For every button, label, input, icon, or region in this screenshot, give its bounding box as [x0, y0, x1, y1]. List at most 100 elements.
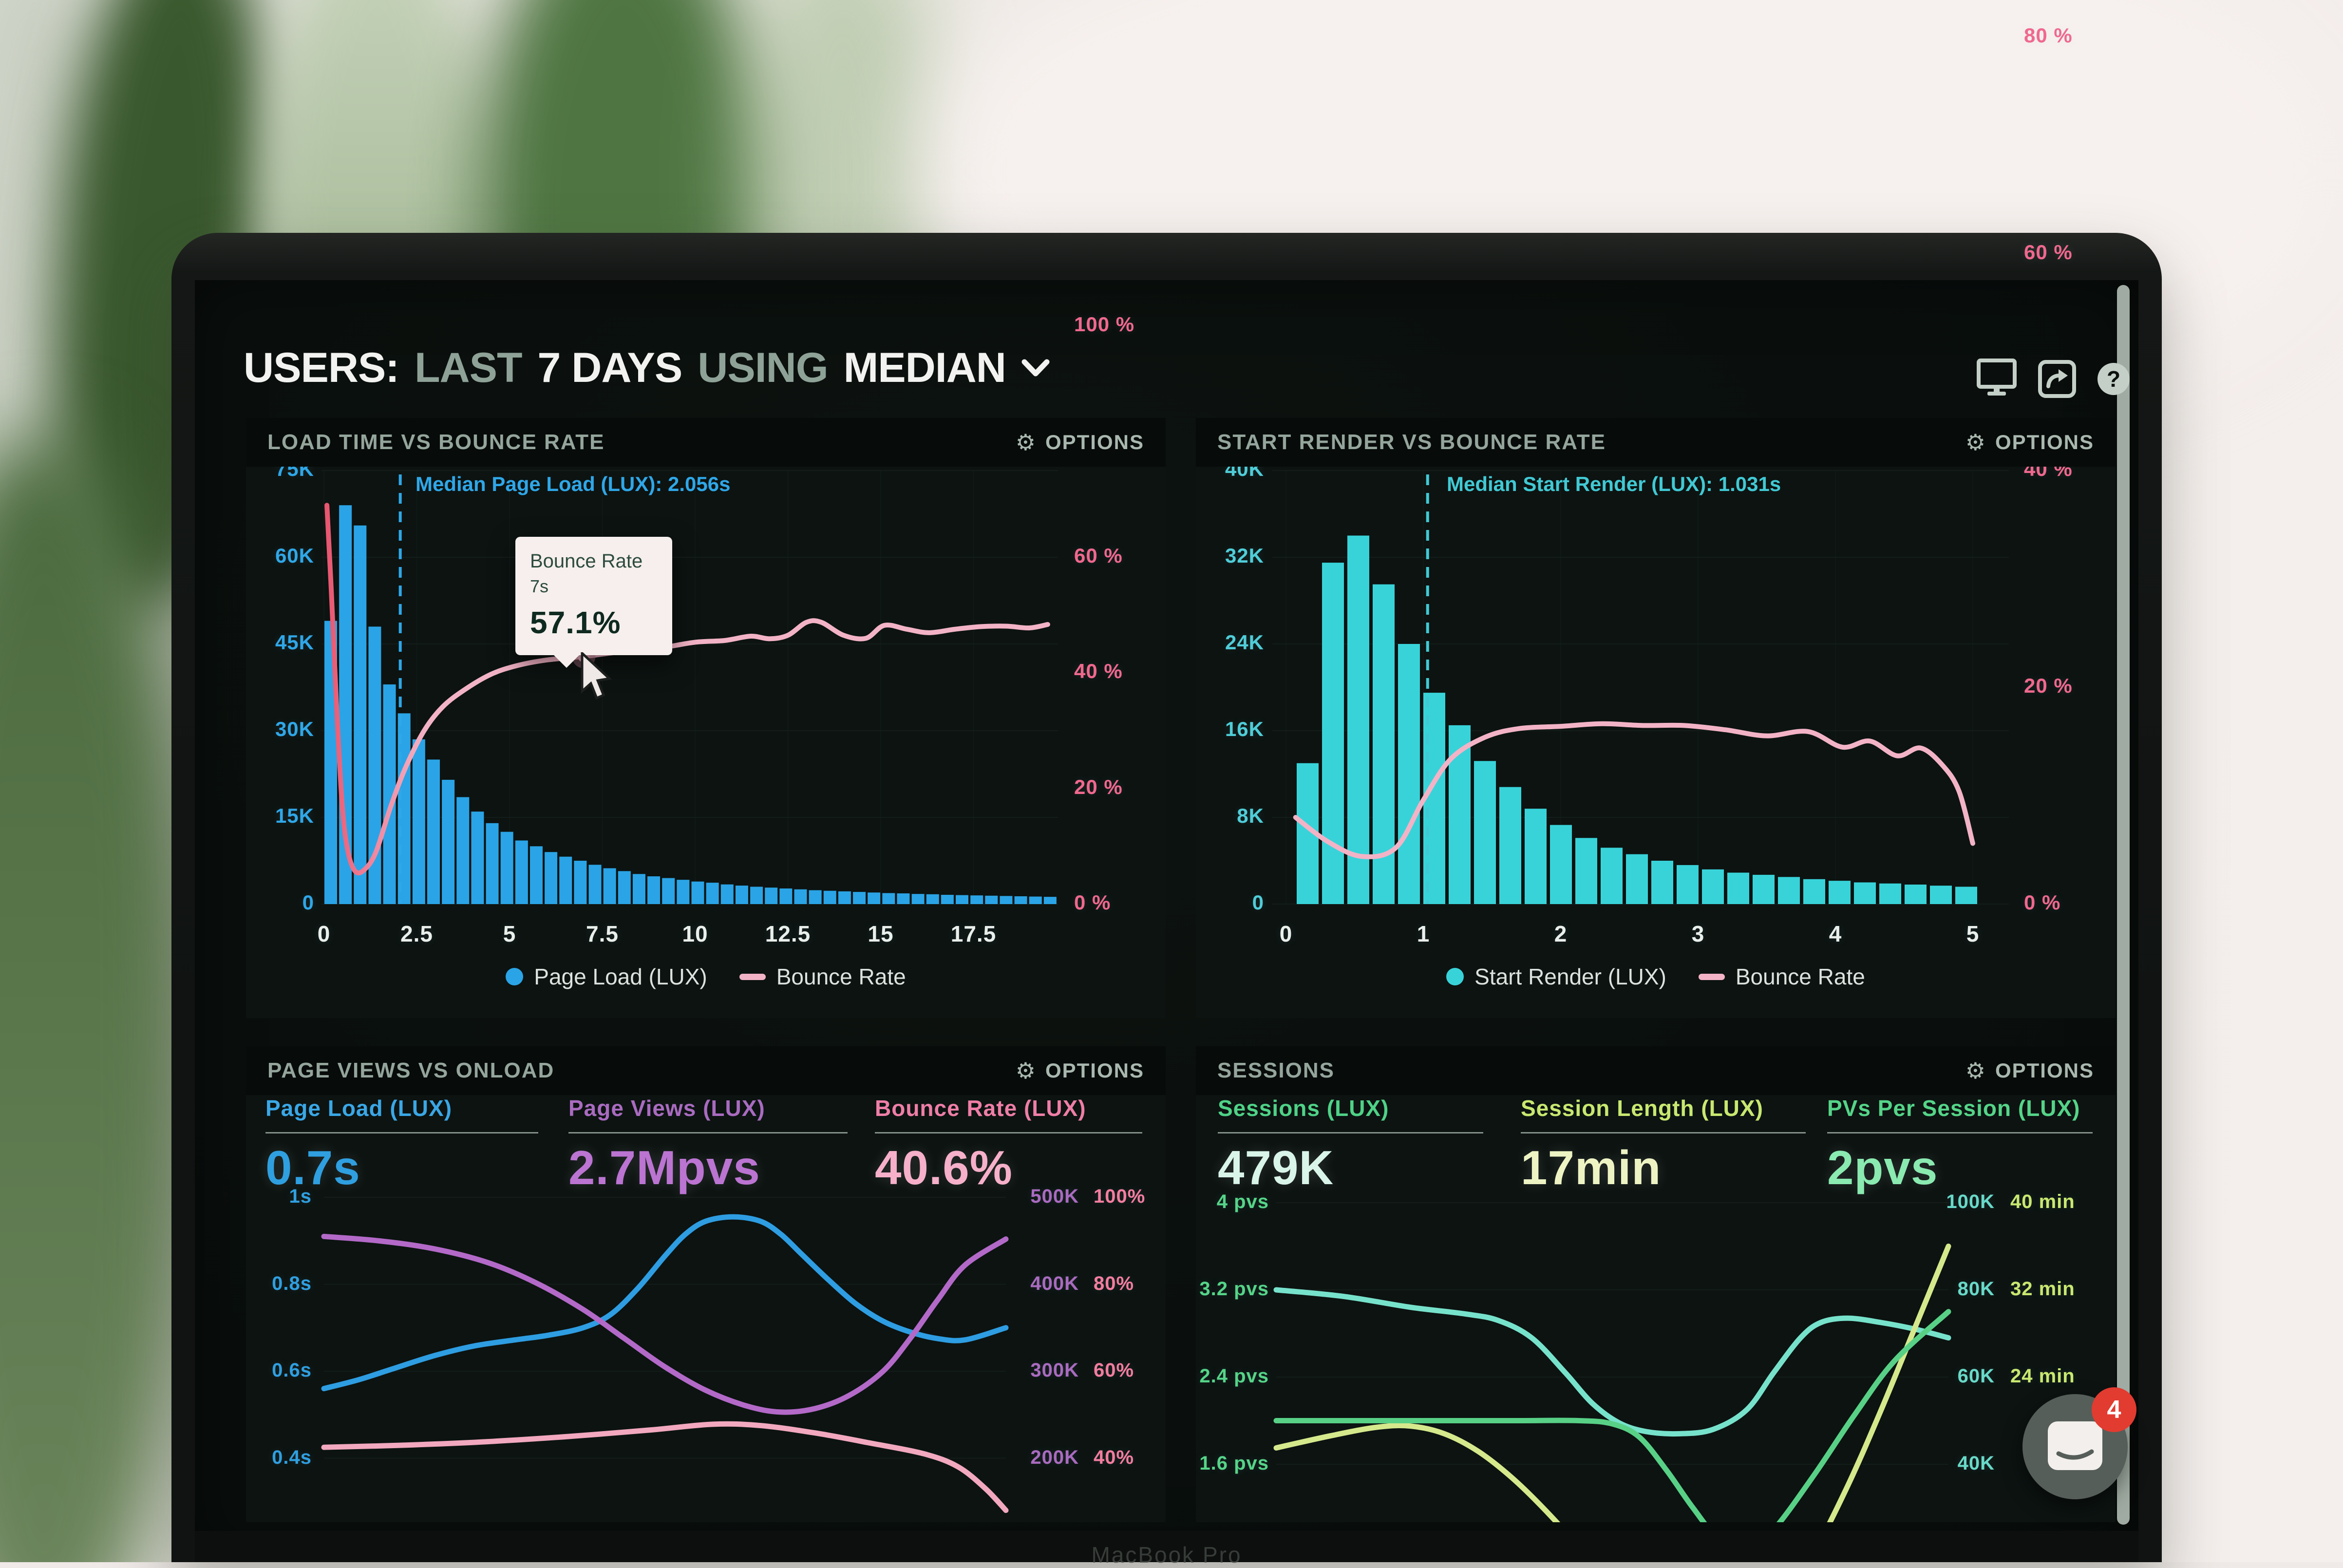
axis-label: 2.5	[400, 921, 433, 946]
axis-label: 32 min	[2010, 1278, 2075, 1300]
axis-label: 40 min	[2010, 1191, 2075, 1212]
axis-label: 20 %	[2024, 674, 2073, 697]
metric-page-load: Page Load (LUX) 0.7s	[265, 1095, 538, 1195]
axis-label: 80%	[1094, 1272, 1134, 1294]
legend-dot-marker	[506, 968, 524, 985]
legend-item[interactable]: Start Render (LUX)	[1446, 963, 1666, 990]
axis-label: 400K	[1030, 1272, 1079, 1294]
chart-page-views-onload[interactable]: 1s 0.8s 0.6s 0.4s 500K 400K 300K 200K 100% 80% 60%…	[246, 1046, 1166, 1522]
axis-label: 24 min	[2010, 1365, 2075, 1387]
gear-icon: ⚙	[1015, 430, 1037, 455]
axis-label: 0 %	[2024, 891, 2061, 914]
panel-header: LOAD TIME VS BOUNCE RATE ⚙ OPTIONS	[246, 418, 1166, 467]
axis-label: 300K	[1030, 1360, 1079, 1381]
title-last: LAST	[414, 344, 523, 391]
metric-underline	[568, 1132, 848, 1133]
options-label: OPTIONS	[1995, 1059, 2094, 1082]
axis-label: 32K	[1225, 544, 1264, 567]
axis-label: 0.8s	[272, 1272, 312, 1294]
chevron-down-icon	[1021, 359, 1050, 376]
legend-dash-marker	[1698, 973, 1725, 980]
chart-start-render[interactable]: 40K32K24K16K8K0100 %80 %60 %40 %20 %0 %0…	[1196, 24, 2116, 1018]
axis-label: 8K	[1237, 804, 1264, 827]
axis-label: 3	[1691, 921, 1705, 946]
axis-label: 200K	[1030, 1446, 1079, 1468]
axis-label: 20 %	[1074, 775, 1123, 798]
options-label: OPTIONS	[1995, 431, 2094, 453]
axis-label: 60%	[1094, 1360, 1134, 1381]
gear-icon: ⚙	[1965, 430, 1986, 455]
axis-label: 4 pvs	[1216, 1191, 1269, 1212]
tooltip-x-value: 7s	[530, 576, 549, 596]
options-label: OPTIONS	[1045, 431, 1144, 453]
panel-title: SESSIONS	[1217, 1058, 1335, 1082]
axis-label: 60K	[1957, 1365, 1995, 1387]
axis-label: 0.4s	[272, 1446, 312, 1468]
axis-label: 60 %	[1074, 544, 1123, 567]
bezel-bottom	[195, 1531, 2138, 1562]
legend-item[interactable]: Page Load (LUX)	[506, 963, 707, 990]
legend-dot-marker	[1446, 968, 1464, 985]
axis-label: 4	[1829, 921, 1842, 946]
plant-leaf	[0, 438, 195, 1562]
share-icon[interactable]	[2038, 360, 2076, 398]
axis-label: 1.6 pvs	[1199, 1453, 1269, 1474]
options-button[interactable]: ⚙ OPTIONS	[1016, 431, 1144, 454]
axis-label: 15K	[275, 804, 314, 827]
monitor-icon[interactable]	[1977, 359, 2017, 399]
metric-session-length: Session Length (LUX) 17min	[1521, 1095, 1806, 1195]
metric-underline	[1521, 1132, 1806, 1133]
title-using: USING	[698, 344, 828, 391]
axis-label: 80 %	[2024, 24, 2073, 47]
axis-label: 10	[682, 921, 708, 946]
axis-label: 40 %	[1074, 660, 1123, 683]
axis-label: 40K	[1957, 1453, 1995, 1474]
axis-label: 45K	[275, 631, 314, 654]
axis-label: 12.5	[765, 921, 811, 946]
axis-label: 500K	[1030, 1186, 1079, 1207]
metric-underline	[1827, 1132, 2093, 1133]
metric-underline	[875, 1132, 1142, 1133]
panel-title: PAGE VIEWS VS ONLOAD	[267, 1058, 555, 1082]
axis-label: 0.6s	[272, 1360, 312, 1381]
axis-label: 17.5	[950, 921, 997, 946]
metric-bounce-rate: Bounce Rate (LUX) 40.6%	[875, 1095, 1142, 1195]
axis-label: 5	[1966, 921, 1980, 946]
median-annotation: Median Page Load (LUX): 2.056s	[416, 472, 731, 495]
options-label: OPTIONS	[1045, 1059, 1144, 1082]
chart-tooltip: Bounce Rate 7s 57.1%	[515, 537, 672, 668]
metric-pvs-per-session: PVs Per Session (LUX) 2pvs	[1827, 1095, 2093, 1195]
legend-item[interactable]: Bounce Rate	[739, 963, 906, 990]
options-button[interactable]: ⚙ OPTIONS	[1965, 431, 2094, 454]
options-button[interactable]: ⚙ OPTIONS	[1016, 1059, 1144, 1082]
axis-label: 1s	[289, 1186, 312, 1207]
legend-item[interactable]: Bounce Rate	[1698, 963, 1865, 990]
options-button[interactable]: ⚙ OPTIONS	[1965, 1059, 2094, 1082]
axis-label: 15	[868, 921, 894, 946]
axis-label: 3.2 pvs	[1199, 1278, 1269, 1300]
axis-label: 0	[302, 891, 314, 914]
tooltip-value: 57.1%	[530, 605, 621, 640]
dashboard-title-dropdown[interactable]: USERS: LAST 7 DAYS USING MEDIAN	[244, 344, 1050, 392]
chat-launcher[interactable]: 4	[2022, 1387, 2136, 1499]
title-users: USERS:	[244, 344, 399, 391]
laptop-brand-label: MacBook Pro	[1091, 1542, 1242, 1568]
scrollbar[interactable]	[2117, 285, 2130, 1525]
metric-underline	[1218, 1132, 1483, 1133]
axis-label: 30K	[275, 718, 314, 740]
axis-label: 2	[1554, 921, 1568, 946]
chart-sessions[interactable]: 4 pvs 3.2 pvs 2.4 pvs 1.6 pvs 100K 80K 60K 40K 4…	[1196, 1046, 2116, 1522]
axis-label: 1	[1417, 921, 1430, 946]
axis-label: 100 %	[1074, 313, 1135, 336]
help-icon[interactable]: ?	[2097, 363, 2130, 395]
axis-label: 24K	[1225, 631, 1264, 654]
tooltip-series: Bounce Rate	[530, 550, 643, 572]
title-7days: 7 DAYS	[537, 344, 682, 391]
axis-label: 7.5	[586, 921, 619, 946]
metric-sessions: Sessions (LUX) 479K	[1218, 1095, 1483, 1195]
panel-header: PAGE VIEWS VS ONLOAD ⚙ OPTIONS	[246, 1046, 1166, 1095]
legend-dash-marker	[739, 973, 766, 980]
axis-label: 40%	[1094, 1446, 1134, 1468]
